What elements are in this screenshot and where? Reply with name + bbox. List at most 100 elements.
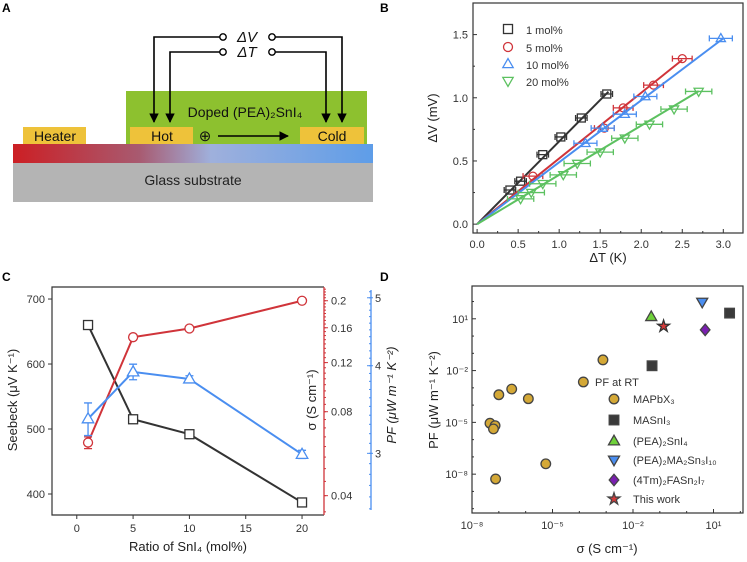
data-point [525,188,537,199]
fit-line [476,59,683,225]
series-2 [644,309,658,322]
x-tick-label: 1.5 [593,239,608,251]
y-tick-label: 400 [27,489,45,501]
error-bar [684,88,713,95]
panel-label-a: A [2,1,11,15]
legend-label: 1 mol% [526,25,563,37]
terminal-icons [219,33,276,56]
data-point [557,171,569,181]
measurement-wires [149,36,347,123]
error-bar [671,55,693,62]
data-point [699,323,711,337]
series-line [87,324,303,504]
data-point [538,149,548,160]
legend-label: This work [633,494,681,506]
data-point [82,319,94,331]
y-tick-label: 10⁻² [446,366,468,378]
y-tick-label: 10¹ [452,314,468,326]
x-axis-label: Ratio of SnI₄ (mol%) [129,539,247,554]
x-tick-label: 1.0 [552,239,567,251]
x-tick-label: 2.5 [675,239,690,251]
y-axis-label: ΔV (mV) [425,93,440,142]
data-point [540,458,552,470]
legend-marker [607,455,621,468]
data-point [619,108,631,119]
x-tick-label: 10⁻² [622,520,644,532]
data-point [295,447,309,459]
schematic-panel: Glass substrate Doped (PEA)₂SnI₄ Heater … [13,29,373,202]
data-point [490,473,502,485]
data-point [724,307,736,319]
sigma-axis-label: σ (S cm⁻¹) [304,369,319,430]
data-point [571,159,583,170]
series-σ [82,295,308,450]
chart-panel-b: 0.0 0.5 1.0 1.5 2.0 2.5 3.00.00.51.01.5ΔT (K)Δ… [425,2,744,265]
delta-v-label: ΔV [236,29,259,46]
heater-label: Heater [34,128,76,144]
fit-line [476,90,700,226]
y-tick-label: 10⁻⁵ [445,417,468,429]
data-point [596,122,609,132]
substrate-label: Glass substrate [144,172,241,188]
sigma-tick-label: 0.2 [331,296,346,308]
data-point [677,53,687,64]
series-1 [646,307,736,372]
data-point [515,176,526,186]
sigma-tick-label: 0.08 [331,407,352,419]
legend-marker [607,433,621,446]
x-tick-label: 10⁻⁵ [541,520,564,532]
chart-panel-d: 10⁻⁸ 10⁻⁵ 10⁻² 10¹ 10⁻⁸ 10⁻⁵ 10⁻² 10¹ σ (S cm⁻¹)… [426,285,744,556]
x-tick-label: 0.5 [510,239,525,251]
y-tick-label: 10⁻⁸ [445,469,468,481]
film-label: Doped (PEA)₂SnI₄ [188,104,303,120]
legend-label: (4Tm)₂FASn₂I₇ [633,475,705,487]
data-point [576,113,586,123]
series-Seebeck [82,319,308,508]
pf-axis-label: PF (μW m⁻¹ K⁻²) [384,346,399,443]
data-point [594,148,606,159]
sigma-tick-label: 0.12 [331,358,352,370]
data-point [296,295,308,306]
data-point [668,105,680,116]
error-bar [633,93,658,100]
data-point [692,87,705,98]
data-point [514,195,527,205]
error-bar [528,180,557,187]
data-point [648,80,659,90]
data-point [184,323,195,334]
data-point [619,134,631,145]
x-tick-label: 0 [74,523,80,535]
x-tick-label: 3.0 [716,239,731,251]
data-point [488,423,499,435]
legend-marker [502,23,514,35]
data-point [639,90,652,101]
series-5 [655,317,672,333]
data-point [505,185,515,195]
data-point [127,332,139,343]
legend-marker [608,393,620,405]
data-point [81,411,95,424]
error-bar [708,35,733,42]
data-point [528,171,538,181]
series-line [87,299,303,443]
legend-label: (PEA)₂MA₂Sn₃I₁₀ [633,455,717,467]
error-bar [549,171,578,178]
glass-substrate [13,163,373,202]
y-tick-label: 700 [27,294,45,306]
fit-line [476,91,610,225]
x-tick-label: 0.0 [469,239,484,251]
data-point [522,393,534,405]
data-point [537,179,549,190]
y-tick-label: 1.0 [453,93,468,105]
series-3 [695,297,709,310]
plot-frame [472,2,744,234]
data-point [127,414,139,425]
x-tick-label: 10¹ [706,520,722,532]
error-bar [611,135,639,142]
x-axis-label: ΔT (K) [589,250,626,265]
hot-label: Hot [151,128,173,144]
error-bar [612,111,637,118]
plot-frame [471,285,744,514]
data-point [602,89,612,99]
